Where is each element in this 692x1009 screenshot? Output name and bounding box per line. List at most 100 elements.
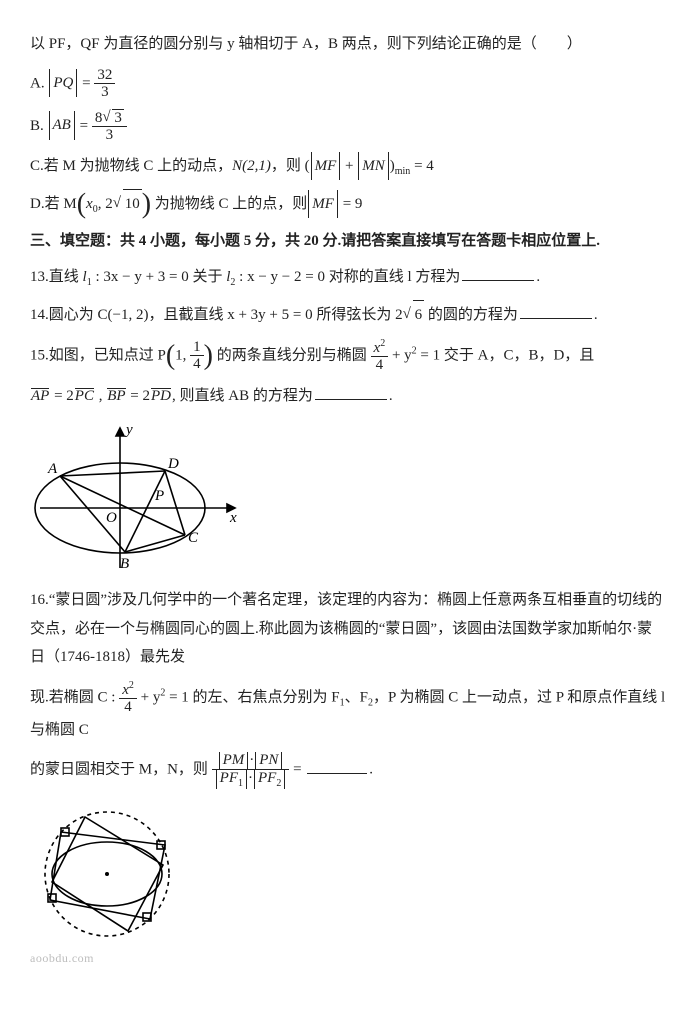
figure-16 [30,797,666,947]
lbl-y: y [124,422,133,438]
ellipse-figure: y A D O P x C B [30,418,250,578]
q16-blank[interactable] [307,758,367,774]
rad-10: 10 [123,189,142,219]
mf: MF [315,158,337,174]
q14-blank[interactable] [520,303,592,319]
lbl-O: O [106,510,117,526]
q16-eq: = [293,762,305,778]
mf2: MF [312,196,334,212]
d-t1: 若 M [45,196,77,212]
pn: PN [259,752,278,768]
ab-text: AB [53,117,71,133]
opt-b-prefix: B. [30,117,44,133]
q15-blank[interactable] [315,384,387,400]
num-32: 32 [94,67,115,85]
e2-den: 4 [119,699,137,716]
mn: MN [362,158,385,174]
e2-num: x2 [119,680,137,700]
pm: PM [223,752,245,768]
e-den: 4 [371,357,389,374]
question-16-p2: 现.若椭圆 C : x24 + y2 = 1 的左、右焦点分别为 F1、F2，P… [30,680,666,745]
sqrt-3: 3 [102,109,124,127]
q15-d: = 1 交于 A，C，B，D，且 [417,347,595,363]
frac-8r3-3: 83 3 [92,109,127,144]
q16-p2d: 、F [345,689,368,705]
den-3b: 3 [92,127,127,144]
q15-a: 如图，已知点过 P [49,347,166,363]
q13-dot: . [536,269,540,285]
question-13: 13.直线 l1 : 3x − y + 3 = 0 关于 l2 : x − y … [30,263,666,292]
sqrt-10: 10 [113,189,142,219]
option-c: C.若 M 为抛物线 C 上的动点，N(2,1)，则 (MF + MN)min … [30,152,666,181]
q13-num: 13. [30,269,49,285]
x2: 2 [380,338,385,349]
q15-num: 15. [30,347,49,363]
c-eq: = 4 [410,158,433,174]
p-num: 1 [190,339,204,357]
d-x: x [86,196,93,212]
frac-1-4: 14 [190,339,204,373]
num-8r3: 83 [92,109,127,128]
lbl-B: B [120,556,129,572]
q16-num: 16. [30,592,49,608]
q13-blank[interactable] [462,265,534,281]
frac-32-3: 32 3 [94,67,115,101]
pf2s: 2 [276,778,281,789]
option-d: D.若 M(x0, 210) 为抛物线 C 上的点，则MF = 9 [30,189,666,219]
vec-ap: AP [31,388,49,404]
pf2: PF [258,770,276,786]
rp: ) [142,188,151,219]
question-15-line2: AP = 2PC , BP = 2PD, 则直线 AB 的方程为. [30,382,666,411]
lbl-x: x [229,510,237,526]
c-sub: min [395,166,411,177]
d-eq: = 9 [339,196,362,212]
question-14: 14.圆心为 C(−1, 2)，且截直线 x + 3y + 5 = 0 所得弦长… [30,300,666,330]
stem-text: 以 PF，QF 为直径的圆分别与 y 轴相切于 A，B 两点，则下列结论正确的是… [30,36,582,52]
q13-b: : 3x − y + 3 = 0 关于 [92,269,227,285]
q13-c: : x − y − 2 = 0 对称的直线 l 方程为 [235,269,460,285]
lbl-P: P [154,488,164,504]
abs-pq: PQ [49,69,77,98]
q15-rp: ) [204,340,213,371]
question-15: 15.如图，已知点过 P(1, 14) 的两条直线分别与椭圆 x24 + y2 … [30,338,666,374]
abs-mf2: MF [308,190,338,219]
figure-15: y A D O P x C B [30,418,666,578]
q15-b: 的两条直线分别与椭圆 [213,347,371,363]
rad-3: 3 [112,109,124,127]
abs-ab: AB [49,111,75,140]
c-t1: 若 M 为抛物线 C 上的动点， [44,158,232,174]
opt-a-prefix: A. [30,75,45,91]
q16-p2c: = 1 的左、右焦点分别为 F [165,689,339,705]
option-b: B. AB = 83 3 [30,109,666,144]
section-3-heading: 三、填空题：共 4 小题，每小题 5 分，共 20 分.请把答案直接填写在答题卡… [30,227,666,256]
sec3-text: 三、填空题：共 4 小题，每小题 5 分，共 20 分.请把答案直接填写在答题卡… [30,233,600,249]
d-comma: , 2 [98,196,113,212]
l2d: , 则直线 AB 的方程为 [172,388,313,404]
q16-p3a: 的蒙日圆相交于 M，N，则 [30,762,212,778]
frac-x2-4: x24 [371,338,389,374]
vec-pd: PD [151,388,171,404]
option-a: A. PQ = 32 3 [30,67,666,101]
q15-c: + y [388,347,411,363]
q14-b: 的圆的方程为 [424,307,518,323]
lbl-D: D [167,456,179,472]
lp: ( [77,188,86,219]
q15-dot: . [389,388,393,404]
frac-x2-4b: x24 [119,680,137,716]
den-3: 3 [94,84,115,101]
abs-mf: MF [311,152,341,181]
abs-pn: PN [255,752,282,769]
x2s: 2 [129,680,134,691]
abs-pf2: PF2 [254,770,285,789]
q14-num: 14. [30,307,49,323]
q15-lp: ( [166,340,175,371]
p-den: 4 [190,356,204,373]
x2b: x [122,682,129,698]
frac-pm-pf: PM·PN PF1·PF2 [212,752,290,789]
lbl-C: C [188,530,199,546]
abs-pf1: PF1 [216,770,247,789]
rad-6: 6 [413,300,425,330]
ft-num: PM·PN [212,752,290,770]
abs-mn: MN [358,152,389,181]
question-16-p3: 的蒙日圆相交于 M，N，则 PM·PN PF1·PF2 = . [30,752,666,789]
